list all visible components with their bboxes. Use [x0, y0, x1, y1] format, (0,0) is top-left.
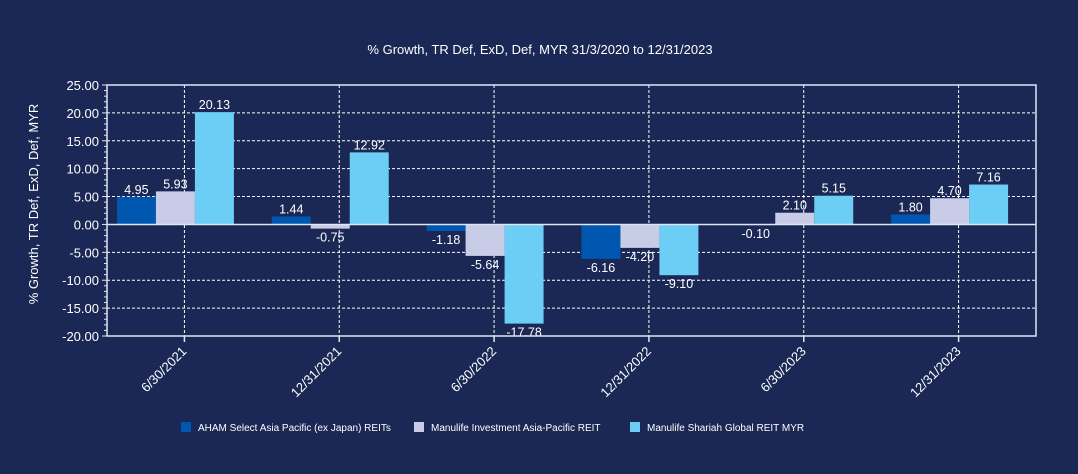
- bar-value-label: -0.75: [316, 231, 345, 245]
- bar-value-label: -0.10: [742, 227, 771, 241]
- legend: AHAM Select Asia Pacific (ex Japan) REIT…: [181, 422, 804, 434]
- bar-value-label: 5.15: [822, 182, 846, 196]
- y-tick-label: -15.00: [62, 301, 99, 316]
- y-tick-label: -20.00: [62, 329, 99, 344]
- bar-value-label: 1.44: [279, 202, 303, 216]
- y-tick-label: 20.00: [66, 106, 99, 121]
- bar-value-label: 7.16: [976, 171, 1000, 185]
- y-tick-label: 25.00: [66, 78, 99, 93]
- bar: [426, 224, 466, 232]
- y-axis-label: % Growth, TR Def, ExD, Def, MYR: [26, 104, 41, 305]
- y-tick-label: 0.00: [74, 217, 99, 232]
- y-tick-label: -5.00: [69, 245, 99, 260]
- y-tick-label: 5.00: [74, 190, 99, 205]
- bar-value-label: -9.10: [665, 277, 694, 291]
- bar-value-label: 5.93: [163, 177, 187, 191]
- bar: [155, 191, 195, 225]
- x-tick-label: 12/31/2022: [597, 344, 654, 401]
- y-tick-labels: 25.00 20.00 15.00 10.00 5.00 0.00 -5.00 -10.00 -…: [62, 78, 99, 344]
- y-tick-label: 15.00: [66, 134, 99, 149]
- bar: [620, 224, 660, 248]
- bar-value-label: 2.10: [783, 199, 807, 213]
- chart-title: % Growth, TR Def, ExD, Def, MYR 31/3/202…: [367, 42, 712, 57]
- legend-label: Manulife Shariah Global REIT MYR: [647, 423, 804, 434]
- bars: [116, 112, 1009, 324]
- bar: [271, 216, 311, 225]
- bar-value-label: -5.64: [471, 258, 500, 272]
- x-tick-label: 6/30/2023: [757, 344, 809, 396]
- bar: [814, 195, 854, 225]
- y-tick-label: 10.00: [66, 162, 99, 177]
- bar: [465, 224, 505, 256]
- legend-item: Manulife Investment Asia-Pacific REIT: [414, 422, 601, 434]
- axes: [102, 84, 1037, 342]
- bar: [581, 224, 621, 259]
- bar: [891, 214, 931, 225]
- bar-labels: 4.95 1.44 -1.18 -6.16 -0.10 1.80 5.93 -0.75 -5.6…: [124, 98, 1001, 339]
- x-tick-label: 6/30/2021: [138, 344, 190, 396]
- legend-item: Manulife Shariah Global REIT MYR: [630, 422, 804, 434]
- bar: [775, 212, 815, 225]
- legend-label: AHAM Select Asia Pacific (ex Japan) REIT…: [198, 423, 391, 434]
- bar-value-label: 4.95: [124, 183, 148, 197]
- bar: [194, 112, 234, 225]
- bar-value-label: 1.80: [898, 200, 922, 214]
- bar-value-label: -17.78: [506, 326, 541, 340]
- bar: [969, 184, 1009, 225]
- x-tick-labels: 6/30/2021 12/31/2021 6/30/2022 12/31/2022 6/…: [138, 344, 964, 401]
- legend-swatch: [630, 422, 640, 432]
- x-tick-label: 12/31/2021: [288, 344, 345, 401]
- plot-frame: [106, 84, 1037, 337]
- legend-label: Manulife Investment Asia-Pacific REIT: [431, 423, 601, 434]
- bar: [659, 224, 699, 276]
- x-tick-label: 12/31/2023: [907, 344, 964, 401]
- bar: [504, 224, 544, 324]
- bar: [349, 152, 389, 225]
- bar-value-label: -6.16: [587, 261, 616, 275]
- bar-value-label: 12.92: [354, 138, 385, 152]
- bar-value-label: -4.20: [626, 250, 655, 264]
- legend-swatch: [414, 422, 424, 432]
- bar: [310, 224, 350, 229]
- bar-value-label: -1.18: [432, 233, 461, 247]
- legend-swatch: [181, 422, 191, 432]
- y-tick-label: -10.00: [62, 273, 99, 288]
- legend-item: AHAM Select Asia Pacific (ex Japan) REIT…: [181, 422, 391, 434]
- grid-lines: [107, 85, 1036, 336]
- bar-value-label: 4.70: [937, 184, 961, 198]
- x-tick-label: 6/30/2022: [448, 344, 500, 396]
- bar: [116, 196, 156, 225]
- bar-value-label: 20.13: [199, 98, 230, 112]
- bar: [930, 198, 970, 225]
